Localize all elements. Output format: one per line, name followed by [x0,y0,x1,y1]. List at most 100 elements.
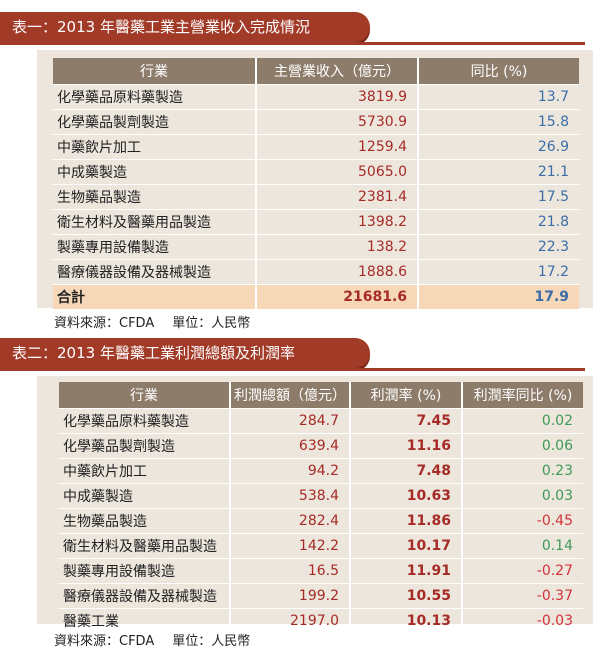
table2-cell-profit: 16.5 [230,558,351,584]
table2-row: 化學藥品原料藥製造 284.7 7.45 0.02 [59,408,583,434]
table1-cell-yoy: 22.3 [418,234,579,260]
table2-cell-profit: 199.2 [230,583,351,609]
table1-row: 醫療儀器設備及器械製造 1888.6 17.2 [53,259,579,285]
table2-rule [0,368,585,371]
table2-cell-margin: 10.55 [350,583,463,609]
table1-rule [0,42,585,45]
table1-header-industry: 行業 [53,58,257,85]
table2-cell-profit: 538.4 [230,483,351,509]
table1-row: 製藥專用設備製造 138.2 22.3 [53,234,579,260]
table2-cell-margin: 10.17 [350,533,463,559]
table1-cell-yoy: 21.1 [418,159,579,185]
table2-cell-profit: 639.4 [230,433,351,459]
table2-cell-margin-yoy: 0.03 [462,483,583,509]
table2-cell-margin-yoy: -0.37 [462,583,583,609]
table1-cell-yoy: 17.2 [418,259,579,285]
table1-panel: 行業 主營業收入（億元） 同比 (%) 化學藥品原料藥製造 3819.9 13.7 化… [37,50,593,310]
table2-cell-margin: 10.13 [350,608,463,634]
table1-cell-revenue: 5730.9 [256,109,419,135]
table2-cell-industry: 醫藥工業 [59,608,231,634]
table2-row: 醫藥工業 2197.0 10.13 -0.03 [59,608,583,634]
table1-cell-industry: 化學藥品製劑製造 [53,109,257,135]
table1-total-revenue: 21681.6 [256,284,419,310]
table2-cell-margin: 11.16 [350,433,463,459]
table2-header-row: 行業 利潤總額（億元） 利潤率 (%) 利潤率同比 (%) [59,382,583,409]
table2-row: 中成藥製造 538.4 10.63 0.03 [59,483,583,509]
table2-cell-industry: 化學藥品製劑製造 [59,433,231,459]
table1-total-label: 合計 [53,284,257,310]
table2-header-margin-yoy: 利潤率同比 (%) [462,382,583,409]
table2-cell-margin-yoy: -0.27 [462,558,583,584]
table1-cell-yoy: 13.7 [418,84,579,110]
table2-unit: 單位：人民幣 [172,634,251,649]
table1-total-row: 合計 21681.6 17.9 [53,284,579,310]
table1-cell-industry: 化學藥品原料藥製造 [53,84,257,110]
table2-cell-margin: 7.45 [350,408,463,434]
table1-row: 生物藥品製造 2381.4 17.5 [53,184,579,210]
table2-row: 生物藥品製造 282.4 11.86 -0.45 [59,508,583,534]
table2-cell-margin-yoy: 0.06 [462,433,583,459]
table1-cell-revenue: 1259.4 [256,134,419,160]
table1-cell-industry: 衛生材料及醫藥用品製造 [53,209,257,235]
table1-cell-yoy: 26.9 [418,134,579,160]
table2-header-margin: 利潤率 (%) [350,382,463,409]
table2-cell-margin: 7.48 [350,458,463,484]
table1-title: 表一：2013 年醫藥工業主營業收入完成情況 [0,12,370,42]
table2-cell-profit: 284.7 [230,408,351,434]
table2-title: 表二：2013 年醫藥工業利潤總額及利潤率 [0,338,370,368]
table2-cell-margin-yoy: -0.03 [462,608,583,634]
table1-cell-yoy: 17.5 [418,184,579,210]
table1-unit: 單位：人民幣 [172,316,251,331]
table1-cell-revenue: 1398.2 [256,209,419,235]
table2-cell-margin-yoy: 0.14 [462,533,583,559]
table2-cell-margin-yoy: -0.45 [462,508,583,534]
table2-cell-industry: 製藥專用設備製造 [59,558,231,584]
table1-cell-revenue: 5065.0 [256,159,419,185]
table2-cell-industry: 醫療儀器設備及器械製造 [59,583,231,609]
table1-cell-yoy: 21.8 [418,209,579,235]
table1-cell-industry: 製藥專用設備製造 [53,234,257,260]
table2-cell-margin: 11.86 [350,508,463,534]
table2-source-note: 資料來源：CFDA 單位：人民幣 [54,630,268,649]
table2-cell-margin-yoy: 0.02 [462,408,583,434]
table2-cell-profit: 2197.0 [230,608,351,634]
table1-row: 衛生材料及醫藥用品製造 1398.2 21.8 [53,209,579,235]
table1-cell-industry: 醫療儀器設備及器械製造 [53,259,257,285]
table2-row: 製藥專用設備製造 16.5 11.91 -0.27 [59,558,583,584]
table2-cell-profit: 94.2 [230,458,351,484]
table1-cell-revenue: 3819.9 [256,84,419,110]
table2-panel: 行業 利潤總額（億元） 利潤率 (%) 利潤率同比 (%) 化學藥品原料藥製造 2… [37,376,593,634]
table2: 行業 利潤總額（億元） 利潤率 (%) 利潤率同比 (%) 化學藥品原料藥製造 2… [59,382,583,634]
table1: 行業 主營業收入（億元） 同比 (%) 化學藥品原料藥製造 3819.9 13.7 化… [53,58,579,310]
table2-cell-industry: 衛生材料及醫藥用品製造 [59,533,231,559]
table2-row: 中藥飲片加工 94.2 7.48 0.23 [59,458,583,484]
table1-cell-revenue: 138.2 [256,234,419,260]
table2-cell-margin-yoy: 0.23 [462,458,583,484]
table1-row: 化學藥品原料藥製造 3819.9 13.7 [53,84,579,110]
table1-source-note: 資料來源：CFDA 單位：人民幣 [54,312,268,331]
table1-source: 資料來源：CFDA [54,316,155,331]
table2-row: 衛生材料及醫藥用品製造 142.2 10.17 0.14 [59,533,583,559]
table2-header-profit: 利潤總額（億元） [230,382,351,409]
table1-row: 中藥飲片加工 1259.4 26.9 [53,134,579,160]
table1-cell-industry: 中藥飲片加工 [53,134,257,160]
table1-row: 中成藥製造 5065.0 21.1 [53,159,579,185]
table2-cell-industry: 化學藥品原料藥製造 [59,408,231,434]
table1-cell-yoy: 15.8 [418,109,579,135]
table1-total-yoy: 17.9 [418,284,579,310]
table2-cell-industry: 中藥飲片加工 [59,458,231,484]
table2-row: 醫療儀器設備及器械製造 199.2 10.55 -0.37 [59,583,583,609]
table2-cell-margin: 10.63 [350,483,463,509]
table1-header-yoy: 同比 (%) [418,58,579,85]
table2-header-industry: 行業 [59,382,231,409]
table1-cell-revenue: 2381.4 [256,184,419,210]
table1-row: 化學藥品製劑製造 5730.9 15.8 [53,109,579,135]
table2-cell-industry: 中成藥製造 [59,483,231,509]
table2-row: 化學藥品製劑製造 639.4 11.16 0.06 [59,433,583,459]
table2-cell-profit: 282.4 [230,508,351,534]
table2-source: 資料來源：CFDA [54,634,155,649]
table2-cell-profit: 142.2 [230,533,351,559]
table1-header-revenue: 主營業收入（億元） [256,58,419,85]
table1-cell-industry: 中成藥製造 [53,159,257,185]
table1-cell-revenue: 1888.6 [256,259,419,285]
